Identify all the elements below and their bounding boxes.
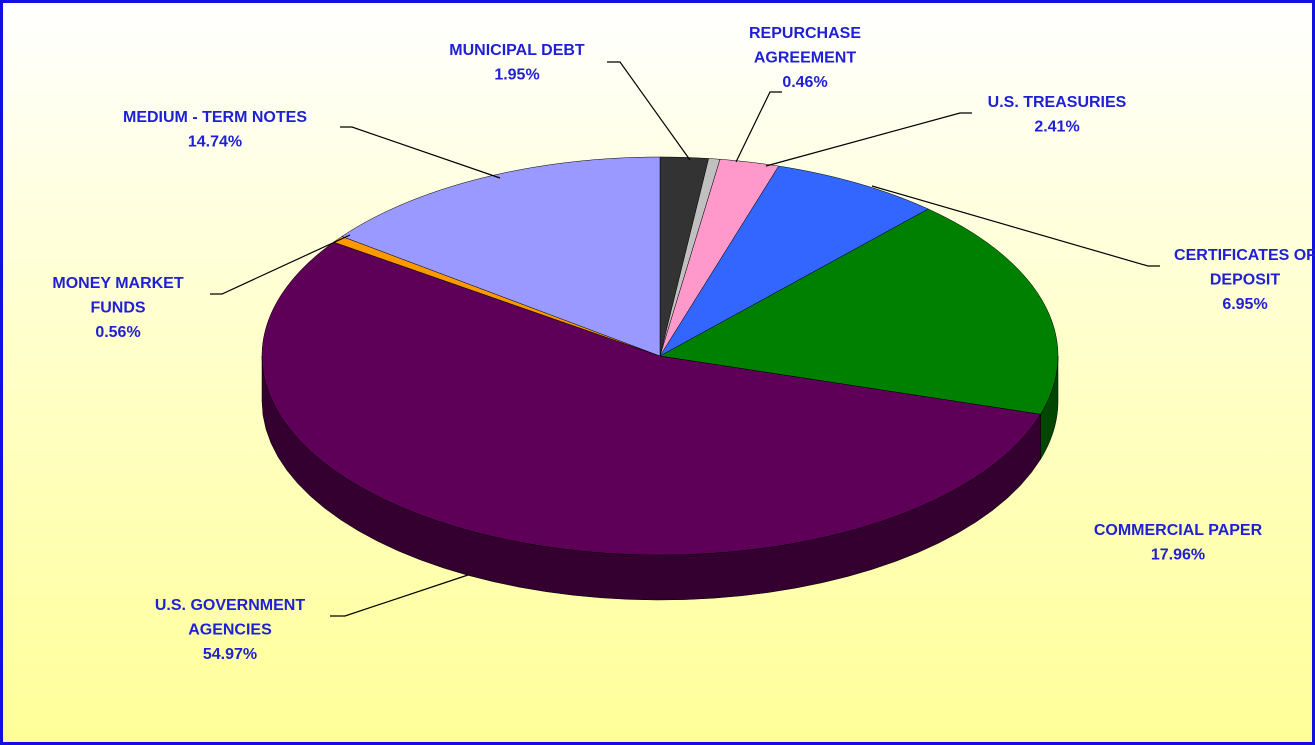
slice-value-label: 17.96% (1151, 547, 1205, 564)
slice-value-label: 0.46% (782, 74, 827, 91)
slice-label: U.S. GOVERNMENT AGENCIES (155, 597, 305, 639)
leader-line (340, 127, 500, 178)
slice-value-label: 1.95% (494, 67, 539, 84)
slice-label: MUNICIPAL DEBT (449, 42, 585, 59)
slice-value-label: 14.74% (188, 134, 242, 151)
slice-label-line: MUNICIPAL DEBT (449, 42, 585, 59)
leader-line (607, 62, 690, 160)
leader-line (330, 575, 468, 616)
slice-label-line: REPURCHASE (749, 25, 861, 42)
slice-label-line: COMMERCIAL PAPER (1094, 522, 1263, 539)
slice-label-line: AGENCIES (188, 622, 272, 639)
leader-line (766, 113, 972, 166)
slice-label: CERTIFICATES OF DEPOSIT (1174, 247, 1315, 289)
slice-label: U.S. TREASURIES (988, 94, 1127, 111)
chart: MUNICIPAL DEBT 1.95% REPURCHASE AGREEMENT 0.… (0, 0, 1315, 745)
leader-line (736, 92, 782, 162)
slice-label-line: DEPOSIT (1210, 272, 1280, 289)
slice-label-line: MEDIUM - TERM NOTES (123, 109, 307, 126)
slice-label-line: CERTIFICATES OF (1174, 247, 1315, 264)
slice-value-label: 54.97% (203, 646, 257, 663)
slice-value-label: 2.41% (1034, 119, 1079, 136)
slice-value-label: 6.95% (1222, 296, 1267, 313)
slice-value-label: 0.56% (95, 324, 140, 341)
slice-label-line: U.S. TREASURIES (988, 94, 1127, 111)
slice-label: REPURCHASE AGREEMENT (749, 25, 861, 67)
slice-label-line: AGREEMENT (754, 50, 856, 67)
slice-label: MONEY MARKET FUNDS (52, 275, 183, 317)
slice-label: COMMERCIAL PAPER (1094, 522, 1263, 539)
slice-label-line: FUNDS (90, 300, 145, 317)
slice-label-line: U.S. GOVERNMENT (155, 597, 305, 614)
slice-label: MEDIUM - TERM NOTES (123, 109, 307, 126)
slice-label-line: MONEY MARKET (52, 275, 183, 292)
